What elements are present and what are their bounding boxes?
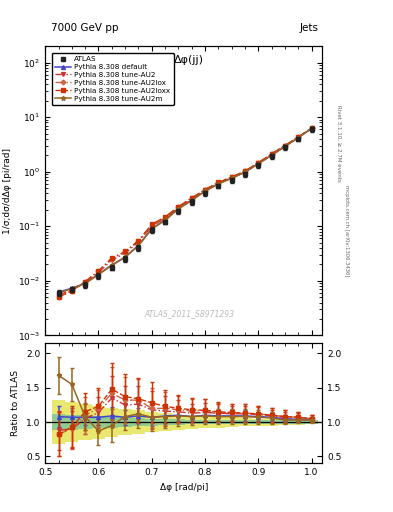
X-axis label: Δφ [rad/pi]: Δφ [rad/pi] (160, 483, 208, 492)
Text: Jets: Jets (299, 23, 318, 33)
Y-axis label: 1/σ;dσ/dΔφ [pi/rad]: 1/σ;dσ/dΔφ [pi/rad] (4, 148, 13, 233)
Text: 7000 GeV pp: 7000 GeV pp (51, 23, 119, 33)
Text: mcplots.cern.ch [arXiv:1306.3436]: mcplots.cern.ch [arXiv:1306.3436] (344, 185, 349, 276)
Y-axis label: Ratio to ATLAS: Ratio to ATLAS (11, 370, 20, 436)
Legend: ATLAS, Pythia 8.308 default, Pythia 8.308 tune-AU2, Pythia 8.308 tune-AU2lox, Py: ATLAS, Pythia 8.308 default, Pythia 8.30… (51, 53, 174, 105)
Text: Δφ(jj): Δφ(jj) (174, 55, 204, 65)
Text: ATLAS_2011_S8971293: ATLAS_2011_S8971293 (144, 309, 234, 318)
Text: Rivet 3.1.10, ≥ 2.7M events: Rivet 3.1.10, ≥ 2.7M events (336, 105, 341, 182)
